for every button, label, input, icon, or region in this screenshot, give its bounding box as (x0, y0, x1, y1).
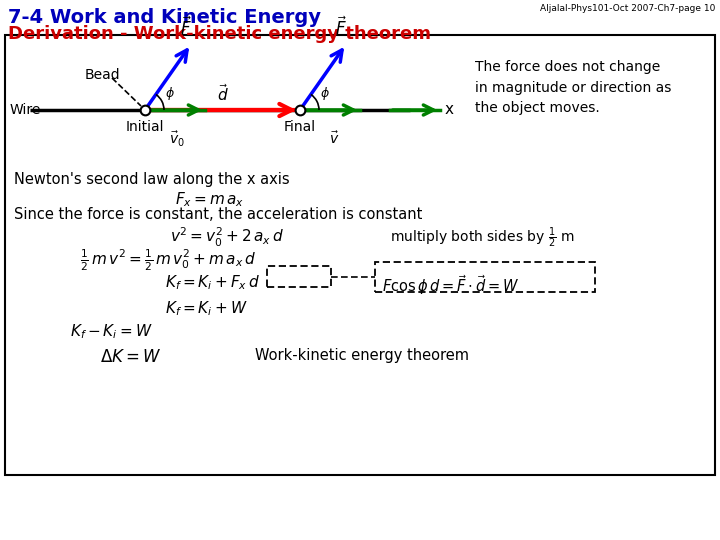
Bar (375, 262, 595, 292)
Text: multiply both sides by $\frac{1}{2}$ m: multiply both sides by $\frac{1}{2}$ m (390, 226, 575, 251)
Text: $\phi$: $\phi$ (320, 85, 330, 102)
Text: x: x (445, 103, 454, 118)
Text: $\Delta K = W$: $\Delta K = W$ (100, 348, 161, 366)
Text: Final: Final (284, 120, 316, 134)
Text: Newton's second law along the x axis: Newton's second law along the x axis (14, 172, 289, 187)
Text: $K_f = K_i + F_x\, d$: $K_f = K_i + F_x\, d$ (165, 273, 260, 292)
Bar (267, 266, 331, 287)
Text: $K_f = K_i + W$: $K_f = K_i + W$ (165, 299, 248, 318)
Text: $F_x = m\, a_x$: $F_x = m\, a_x$ (175, 190, 244, 208)
Text: Aljalal-Phys101-Oct 2007-Ch7-page 10: Aljalal-Phys101-Oct 2007-Ch7-page 10 (539, 4, 715, 13)
Text: Initial: Initial (126, 120, 164, 134)
Text: $\frac{1}{2}\, m\, v^2 = \frac{1}{2}\, m\, v_0^2 + m\, a_x\, d$: $\frac{1}{2}\, m\, v^2 = \frac{1}{2}\, m… (80, 247, 256, 273)
Text: $\vec{v}$: $\vec{v}$ (329, 130, 339, 147)
Text: $F\cos\phi\, d = \vec{F}\cdot\vec{d} = W$: $F\cos\phi\, d = \vec{F}\cdot\vec{d} = W… (382, 273, 520, 297)
Text: Since the force is constant, the acceleration is constant: Since the force is constant, the acceler… (14, 207, 423, 222)
Bar (5, 35, 715, 475)
Text: $\vec{F}$: $\vec{F}$ (335, 17, 347, 39)
Text: $v^2 = v_0^2 + 2\, a_x\, d$: $v^2 = v_0^2 + 2\, a_x\, d$ (170, 226, 284, 249)
Text: $K_f - K_i = W$: $K_f - K_i = W$ (70, 322, 153, 341)
Text: $\vec{v}_0$: $\vec{v}_0$ (169, 130, 185, 149)
Text: Wire: Wire (10, 103, 41, 117)
Text: The force does not change
in magnitude or direction as
the object moves.: The force does not change in magnitude o… (475, 60, 671, 115)
Text: 7-4 Work and Kinetic Energy: 7-4 Work and Kinetic Energy (8, 8, 321, 27)
Text: $\vec{F}$: $\vec{F}$ (180, 17, 192, 39)
Text: Bead: Bead (85, 68, 121, 82)
Text: $\vec{d}$: $\vec{d}$ (217, 83, 228, 104)
Text: $\phi$: $\phi$ (165, 85, 175, 102)
Text: Derivation - Work-kinetic energy theorem: Derivation - Work-kinetic energy theorem (8, 25, 431, 43)
Text: Work-kinetic energy theorem: Work-kinetic energy theorem (255, 348, 469, 363)
